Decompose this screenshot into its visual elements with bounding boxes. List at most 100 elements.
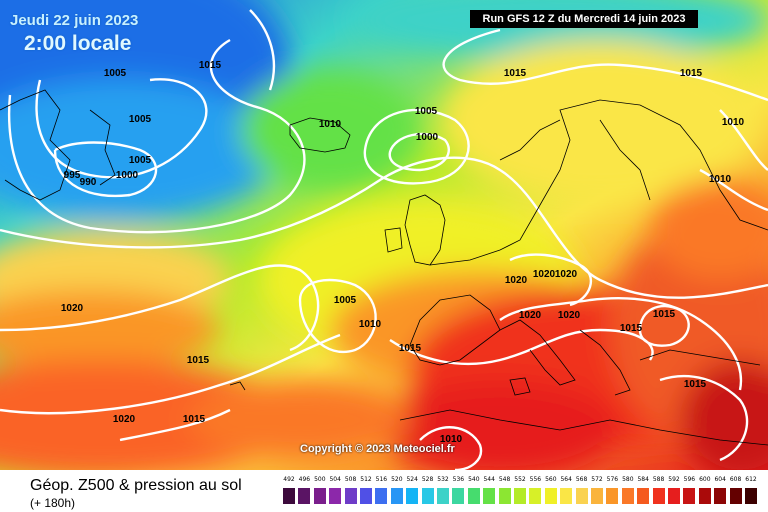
scale-value: 564 — [560, 476, 572, 483]
scale-swatch — [452, 488, 465, 504]
scale-value: 540 — [468, 476, 480, 483]
scale-value: 532 — [437, 476, 449, 483]
scale-value: 524 — [406, 476, 418, 483]
scale-value: 548 — [498, 476, 511, 483]
isobar-label: 1020 — [519, 310, 542, 321]
product-title: Géop. Z500 & pression au sol — [30, 477, 242, 494]
map-canvas: 1015 1005 1005 1005 995 990 1000 1010 10… — [0, 0, 768, 470]
isobar-label: 1015 — [504, 68, 527, 79]
isobar-label: 1010 — [722, 117, 745, 128]
scale-swatch — [298, 488, 311, 504]
isobar-label: 1010 — [709, 174, 732, 185]
isobar-label: 1015 — [183, 414, 206, 425]
isobar-label: 990 — [80, 177, 97, 188]
scale-swatch — [575, 488, 588, 504]
scale-swatch — [591, 488, 603, 504]
scale-swatch — [514, 488, 526, 504]
run-info: Run GFS 12 Z du Mercredi 14 juin 2023 — [470, 10, 698, 28]
scale-value: 496 — [298, 476, 311, 483]
scale-swatch — [390, 488, 403, 504]
scale-swatch — [344, 488, 357, 504]
isobar-label: 1005 — [129, 114, 152, 125]
scale-value: 512 — [360, 476, 372, 483]
scale-value: 568 — [575, 476, 588, 483]
scale-value: 592 — [668, 476, 680, 483]
scale-value: 492 — [283, 476, 295, 483]
scale-swatch — [652, 488, 665, 504]
scale-swatch — [360, 488, 372, 504]
isobar-label: 1010 — [319, 119, 342, 130]
isobar-label: 1015 — [620, 323, 643, 334]
scale-swatch — [683, 488, 696, 504]
footer: Géop. Z500 & pression au sol (+ 180h) 49… — [0, 470, 768, 512]
scale-value: 516 — [375, 476, 388, 483]
scale-value: 560 — [545, 476, 557, 483]
scale-value: 508 — [344, 476, 357, 483]
scale-value: 600 — [699, 476, 711, 483]
isobar-label: 1015 — [187, 355, 210, 366]
isobar-label: 1015 — [684, 379, 707, 390]
scale-value: 576 — [606, 476, 619, 483]
scale-swatch — [406, 488, 419, 504]
scale-value: 584 — [637, 476, 649, 483]
isobar-label: 1020 — [533, 269, 556, 280]
isobar-label: 1015 — [653, 309, 676, 320]
isobar-lines — [0, 9, 768, 470]
isobar-label: 1010 — [440, 434, 463, 445]
scale-value: 612 — [745, 476, 757, 483]
map: 1015 1005 1005 1005 995 990 1000 1010 10… — [0, 0, 768, 470]
scale-swatch — [313, 488, 326, 504]
scale-swatch — [467, 488, 480, 504]
scale-swatch — [606, 488, 619, 504]
scale-value: 552 — [514, 476, 526, 483]
coastlines — [0, 89, 768, 446]
isobar-label: 1020 — [113, 414, 136, 425]
isobar-label: 1015 — [199, 60, 222, 71]
scale-value: 580 — [622, 476, 634, 483]
scale-value: 608 — [729, 476, 742, 483]
isobar-label: 1015 — [680, 68, 703, 79]
scale-value: 504 — [329, 476, 341, 483]
scale-swatch — [560, 488, 573, 504]
scale-swatch — [375, 488, 388, 504]
isobar-label: 1000 — [116, 170, 139, 181]
scale-swatch — [668, 488, 680, 504]
scale-swatch — [714, 488, 727, 504]
local-time: 2:00 locale — [24, 32, 132, 55]
scale-swatch — [283, 488, 295, 504]
scale-value: 544 — [483, 476, 495, 483]
isobar-label: 1005 — [104, 68, 127, 79]
scale-swatch — [729, 488, 742, 504]
isobar-label: 1000 — [416, 132, 439, 143]
isobar-label: 1005 — [334, 295, 357, 306]
isobar-label: 1020 — [558, 310, 581, 321]
scale-value: 572 — [591, 476, 603, 483]
scale-swatch — [421, 488, 434, 504]
scale-swatch — [437, 488, 449, 504]
isobar-label: 1005 — [415, 106, 438, 117]
isobar-label: 1015 — [399, 343, 422, 354]
scale-value: 528 — [421, 476, 434, 483]
copyright: Copyright © 2023 Meteociel.fr — [300, 443, 455, 455]
scale-swatch — [621, 488, 634, 504]
scale-value: 596 — [683, 476, 696, 483]
scale-swatch — [637, 488, 650, 504]
scale-swatch — [498, 488, 511, 504]
scale-value: 556 — [529, 476, 542, 483]
scale-swatch — [483, 488, 496, 504]
scale-swatch — [529, 488, 542, 504]
scale-swatch — [698, 488, 711, 504]
isobar-labels: 1015 1005 1005 1005 995 990 1000 1010 10… — [61, 60, 745, 445]
forecast-date: Jeudi 22 juin 2023 — [10, 12, 139, 29]
scale-swatch — [745, 488, 757, 504]
scale-value: 520 — [391, 476, 403, 483]
scale-value: 536 — [452, 476, 465, 483]
forecast-hour: (+ 180h) — [30, 496, 76, 510]
isobar-label: 1020 — [555, 269, 578, 280]
scale-swatch — [544, 488, 557, 504]
scale-value: 604 — [714, 476, 726, 483]
scale-value: 588 — [652, 476, 665, 483]
isobar-label: 1005 — [129, 155, 152, 166]
isobar-label: 1010 — [359, 319, 382, 330]
isobar-label: 1020 — [61, 303, 84, 314]
